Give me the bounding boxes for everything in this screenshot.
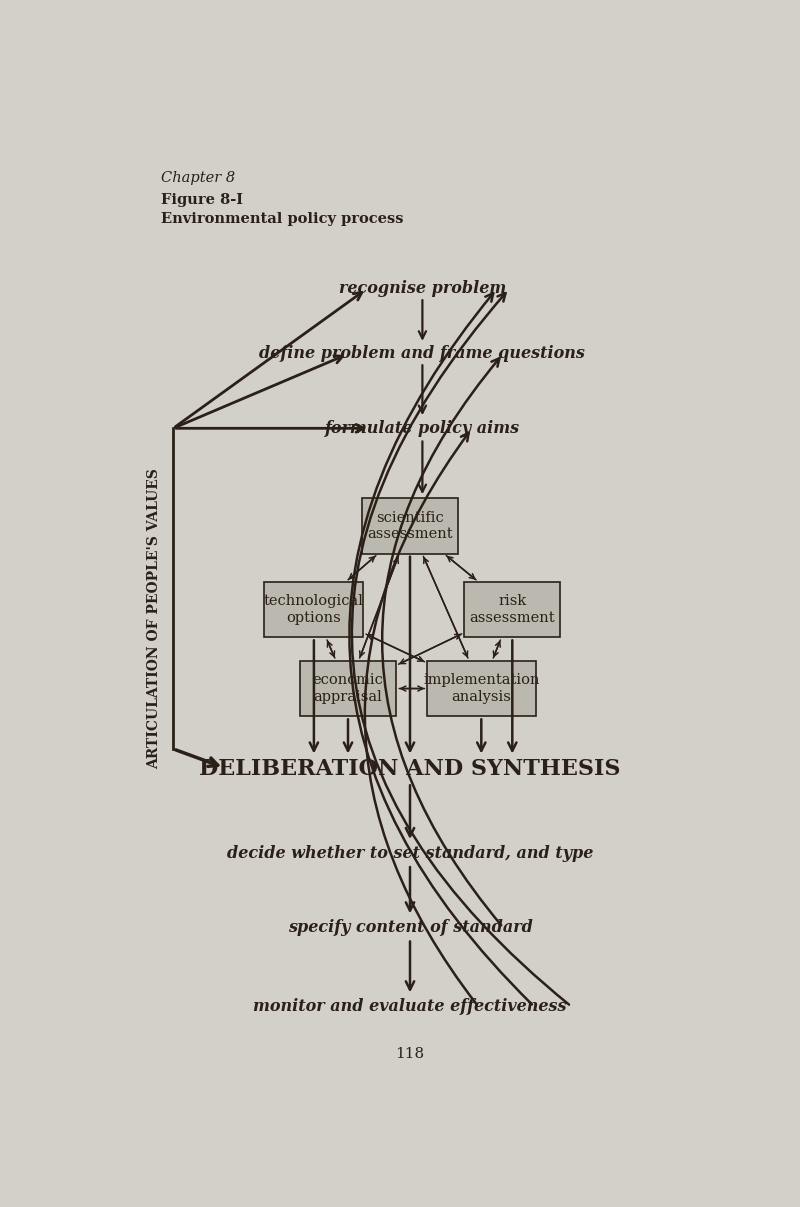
Text: risk
assessment: risk assessment — [470, 594, 555, 625]
Text: define problem and frame questions: define problem and frame questions — [259, 345, 586, 362]
Text: technological
options: technological options — [264, 594, 364, 625]
Text: formulate policy aims: formulate policy aims — [325, 420, 520, 437]
Text: Environmental policy process: Environmental policy process — [161, 211, 403, 226]
FancyBboxPatch shape — [464, 582, 560, 637]
Text: DELIBERATION AND SYNTHESIS: DELIBERATION AND SYNTHESIS — [199, 758, 621, 781]
FancyBboxPatch shape — [264, 582, 363, 637]
Text: monitor and evaluate effectiveness: monitor and evaluate effectiveness — [254, 998, 566, 1015]
Text: specify content of standard: specify content of standard — [287, 919, 533, 935]
Text: decide whether to set standard, and type: decide whether to set standard, and type — [227, 845, 593, 862]
Text: implementation
analysis: implementation analysis — [423, 674, 539, 704]
Text: ARTICULATION OF PEOPLE'S VALUES: ARTICULATION OF PEOPLE'S VALUES — [147, 468, 162, 769]
FancyBboxPatch shape — [427, 660, 535, 717]
Text: 118: 118 — [395, 1048, 425, 1061]
Text: recognise problem: recognise problem — [338, 280, 506, 297]
Text: economic
appraisal: economic appraisal — [313, 674, 383, 704]
Text: Chapter 8: Chapter 8 — [161, 171, 235, 185]
FancyBboxPatch shape — [300, 660, 396, 717]
FancyBboxPatch shape — [362, 498, 458, 554]
Text: scientific
assessment: scientific assessment — [367, 511, 453, 541]
Text: Figure 8-I: Figure 8-I — [161, 193, 242, 208]
